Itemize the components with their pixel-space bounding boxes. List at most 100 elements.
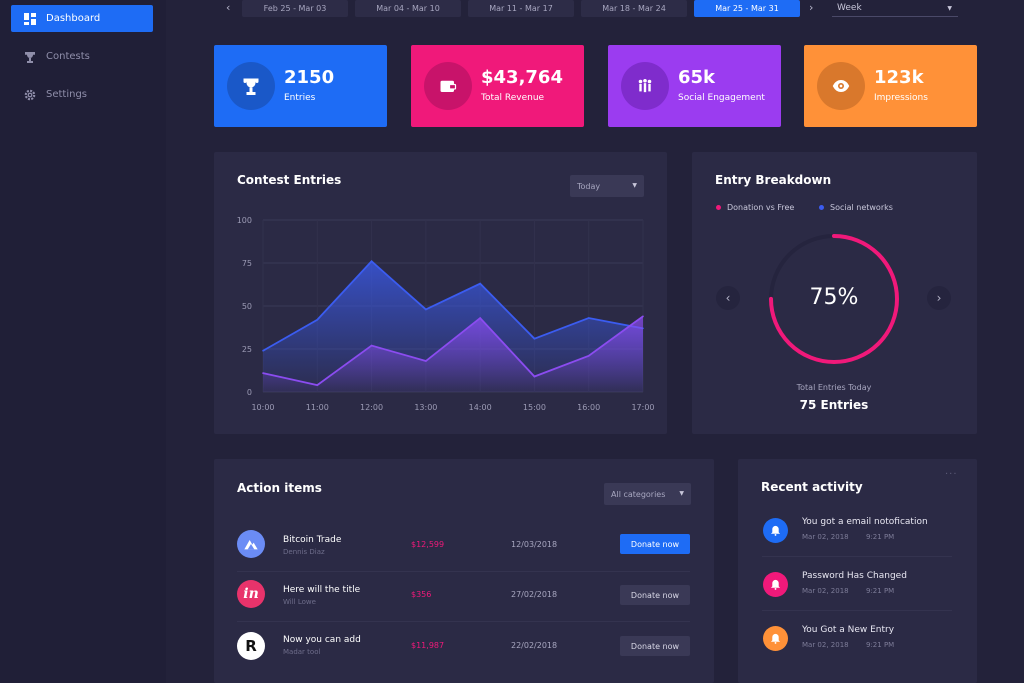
chevron-left-icon: ‹: [725, 291, 731, 305]
contest-entries-chart: 0 25 50 75 100 10:00 11:00 12:00 13:00 14:00 15:00…: [237, 216, 655, 412]
row-divider: [237, 621, 690, 622]
sidebar-item-label: Dashboard: [46, 13, 101, 24]
contest-entries-filter[interactable]: Today ▼: [570, 175, 644, 197]
trophy-icon: [23, 50, 36, 63]
sidebar-item-contests[interactable]: Contests: [11, 43, 153, 70]
stat-card-revenue[interactable]: $43,764 Total Revenue: [411, 45, 584, 127]
activity-date: Mar 02, 2018: [802, 641, 849, 649]
activity-divider: [762, 610, 952, 611]
progress-ring-arc: [769, 234, 899, 364]
series-2-point: [533, 375, 536, 378]
stat-card-impressions[interactable]: 123k Impressions: [804, 45, 977, 127]
row-title: Now you can add: [283, 635, 361, 645]
stat-value: 123k: [874, 67, 924, 88]
activity-title: Password Has Changed: [802, 571, 907, 581]
donate-now-button[interactable]: Donate now: [620, 585, 690, 605]
bell-icon: [763, 518, 788, 543]
x-tick-label: 10:00: [251, 403, 274, 412]
row-amount: $12,599: [411, 540, 445, 549]
trophy-icon: [227, 62, 275, 110]
activity-time: 9:21 PM: [866, 533, 895, 541]
period-select-value: Week: [837, 3, 862, 13]
chevron-left-icon[interactable]: ‹: [226, 1, 231, 14]
activity-time: 9:21 PM: [866, 587, 895, 595]
row-amount: $356: [411, 590, 432, 599]
row-date: 12/03/2018: [511, 540, 558, 549]
date-tab-1[interactable]: Feb 25 - Mar 03: [242, 0, 348, 17]
date-tab-4[interactable]: Mar 18 - Mar 24: [581, 0, 687, 17]
series-2-point: [587, 355, 590, 357]
series-2-point: [316, 384, 319, 386]
stat-card-social[interactable]: 65k Social Engagement: [608, 45, 781, 127]
series-1-point: [316, 318, 319, 321]
y-tick-label: 100: [237, 216, 252, 225]
percent-value: 75%: [809, 285, 859, 310]
stat-label: Entries: [284, 93, 316, 103]
series-1-point: [587, 317, 590, 319]
stat-value: 2150: [284, 67, 335, 88]
series-area-2: [263, 316, 643, 392]
series-1-point: [533, 337, 536, 340]
row-title: Here will the title: [283, 585, 361, 595]
bitcoin-logo-icon: [237, 530, 265, 558]
row-divider: [237, 571, 690, 572]
date-tab-5[interactable]: Mar 25 - Mar 31: [694, 0, 800, 17]
activity-title: You Got a New Entry: [802, 625, 895, 635]
activity-date: Mar 02, 2018: [802, 533, 849, 541]
series-2-point: [425, 360, 427, 362]
x-tick-label: 11:00: [306, 403, 329, 412]
gear-icon: [23, 88, 36, 101]
series-2-point: [642, 315, 644, 318]
y-tick-label: 75: [242, 259, 252, 268]
period-select[interactable]: Week ▼: [832, 0, 958, 17]
date-tab-3[interactable]: Mar 11 - Mar 17: [468, 0, 574, 17]
r-logo-icon: R: [237, 632, 265, 660]
stat-card-entries[interactable]: 2150 Entries: [214, 45, 387, 127]
contest-entries-title: Contest Entries: [237, 173, 342, 187]
sidebar-item-label: Settings: [46, 89, 88, 100]
chevron-right-icon: ›: [936, 291, 942, 305]
row-date: 27/02/2018: [511, 590, 558, 599]
dashboard-icon: [23, 12, 36, 25]
series-line-1: [262, 260, 644, 352]
activity-date: Mar 02, 2018: [802, 587, 849, 595]
total-entries-caption: Total Entries Today: [796, 383, 872, 392]
more-options-icon[interactable]: ···: [945, 469, 958, 480]
sidebar-item-settings[interactable]: Settings: [11, 81, 153, 108]
stat-label: Impressions: [874, 93, 928, 103]
caret-down-icon: ▼: [632, 182, 637, 189]
row-amount: $11,987: [411, 641, 445, 650]
invision-logo-icon: in: [237, 580, 265, 608]
sidebar-item-label: Contests: [46, 51, 90, 62]
row-subtitle: Madar tool: [283, 648, 321, 656]
filter-value: Today: [577, 181, 601, 191]
series-1-point: [370, 260, 373, 263]
row-date: 22/02/2018: [511, 641, 558, 650]
eye-icon: [817, 62, 865, 110]
x-tick-label: 17:00: [631, 403, 654, 412]
recent-activity-title: Recent activity: [761, 480, 863, 494]
caret-down-icon: ▼: [679, 490, 684, 497]
wallet-icon: [424, 62, 472, 110]
legend-label: Social networks: [830, 203, 893, 212]
filter-value: All categories: [611, 489, 666, 499]
donate-now-button[interactable]: Donate now: [620, 534, 690, 554]
sidebar: Dashboard Contests Settings: [0, 0, 166, 683]
activity-title: You got a email notofication: [802, 517, 928, 527]
donate-now-button[interactable]: Donate now: [620, 636, 690, 656]
caret-down-icon: ▼: [947, 5, 952, 12]
legend-dot: [819, 205, 824, 210]
progress-ring: [769, 234, 899, 364]
next-button[interactable]: ›: [927, 286, 951, 310]
bell-icon: [763, 572, 788, 597]
entry-breakdown-title: Entry Breakdown: [715, 173, 832, 187]
action-items-title: Action items: [237, 481, 322, 495]
series-1-point: [262, 349, 264, 352]
activity-time: 9:21 PM: [866, 641, 895, 649]
prev-button[interactable]: ‹: [716, 286, 740, 310]
sidebar-item-dashboard[interactable]: Dashboard: [11, 5, 153, 32]
action-items-filter[interactable]: All categories ▼: [604, 483, 691, 505]
chevron-right-icon[interactable]: ›: [809, 1, 814, 14]
row-title: Bitcoin Trade: [283, 535, 342, 545]
date-tab-2[interactable]: Mar 04 - Mar 10: [355, 0, 461, 17]
